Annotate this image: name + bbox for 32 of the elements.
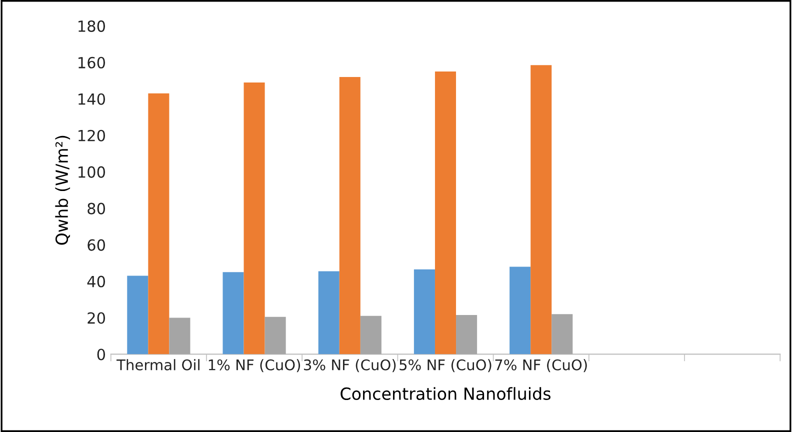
bar	[414, 269, 435, 354]
y-tick-label: 180	[78, 20, 106, 32]
bar	[456, 315, 478, 354]
bar	[244, 82, 265, 354]
bar	[552, 314, 573, 354]
x-tick-label: 3% NF (CuO)	[304, 359, 396, 372]
bar	[127, 276, 148, 354]
x-tick-label: Thermal Oil	[116, 359, 200, 370]
bar	[264, 316, 286, 354]
y-tick-label: 140	[78, 93, 106, 105]
bar	[222, 272, 244, 354]
x-tick-label: 5% NF (CuO)	[400, 359, 492, 372]
y-tick-label: 160	[78, 56, 106, 68]
y-tick-label: 100	[78, 166, 106, 178]
y-tick-label: 40	[87, 276, 106, 288]
y-tick-label: 120	[78, 130, 106, 142]
bar	[339, 76, 360, 354]
bar	[530, 65, 552, 354]
bar	[318, 271, 340, 354]
x-tick-label: 7% NF (CuO)	[495, 359, 587, 372]
x-axis-title: Concentration Nanofluids	[340, 387, 550, 400]
bar	[169, 318, 190, 354]
bar	[148, 93, 170, 354]
y-tick-label: 80	[88, 202, 106, 214]
y-tick-label: 60	[88, 239, 106, 251]
y-axis-title: Qwhb (W/m²)	[55, 136, 70, 245]
bar	[360, 316, 382, 354]
bar	[510, 266, 531, 354]
x-tick-label: 1% NF (CuO)	[208, 359, 300, 372]
y-tick-label: 0	[97, 348, 106, 360]
y-tick-label: 20	[88, 312, 106, 324]
bar	[434, 72, 456, 354]
